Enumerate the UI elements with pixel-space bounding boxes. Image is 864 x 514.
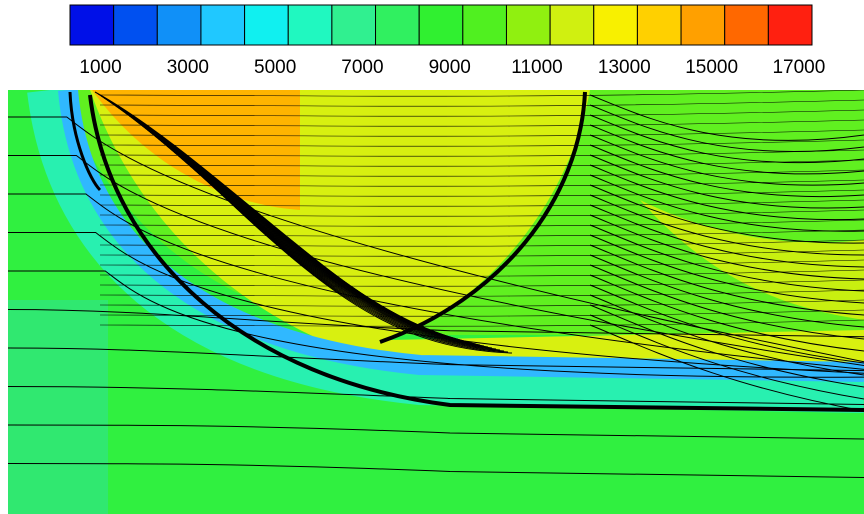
colorbar-tick-label: 13000 [598,57,651,78]
colorbar-segment [245,5,289,45]
colorbar-segment [332,5,376,45]
contour-field [8,90,864,514]
colorbar-tick-label: 3000 [167,57,209,78]
colorbar-tick-label: 7000 [341,57,383,78]
colorbar-tick-label: 5000 [254,57,296,78]
colorbar-segment [681,5,725,45]
colorbar-segment [637,5,681,45]
colorbar-segment [550,5,594,45]
field-region [8,300,108,514]
colorbar-segment [725,5,769,45]
colorbar-segment [419,5,463,45]
colorbar-tick-label: 11000 [511,57,562,78]
colorbar-tick-label: 9000 [429,57,471,78]
colorbar-segment [201,5,245,45]
colorbar-segment [70,5,114,45]
colorbar-segment [288,5,332,45]
colorbar-tick-label: 1000 [79,57,121,78]
colorbar-tick-label: 17000 [772,57,825,78]
colorbar-segment [768,5,812,45]
colorbar-segment [463,5,507,45]
colorbar-segment [157,5,201,45]
colorbar-segment [506,5,550,45]
colorbar-segment [114,5,158,45]
chart: 1000 3000 5000 7000 9000 11000 13000 15000 17000 [0,0,864,514]
colorbar: 1000 3000 5000 7000 9000 11000 13000 15000 17000 [70,5,825,78]
colorbar-tick-label: 15000 [685,57,738,78]
colorbar-segment [376,5,420,45]
colorbar-segment [594,5,638,45]
